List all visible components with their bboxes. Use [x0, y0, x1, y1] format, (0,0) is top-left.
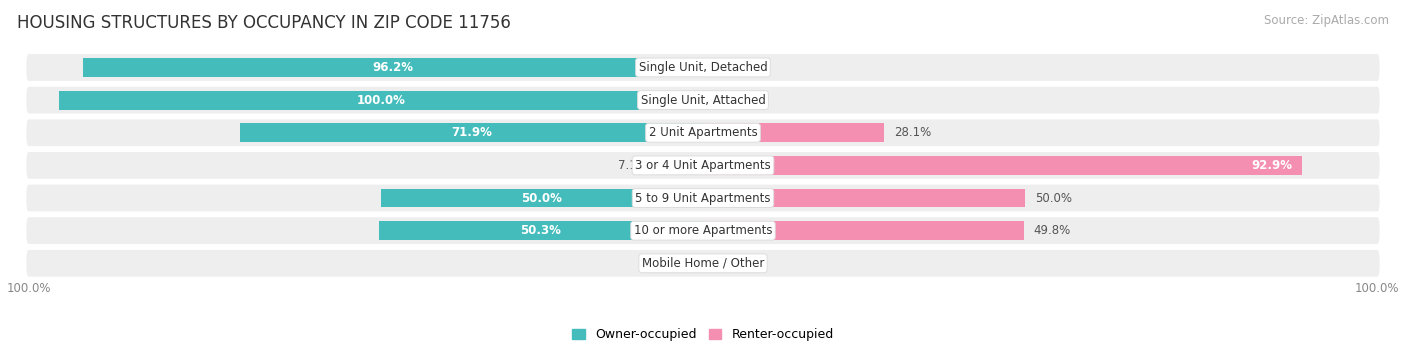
Text: Single Unit, Detached: Single Unit, Detached: [638, 61, 768, 74]
Text: 0.0%: 0.0%: [664, 257, 693, 270]
Text: 100.0%: 100.0%: [1354, 282, 1399, 295]
Bar: [703, 156, 1302, 175]
Text: HOUSING STRUCTURES BY OCCUPANCY IN ZIP CODE 11756: HOUSING STRUCTURES BY OCCUPANCY IN ZIP C…: [17, 14, 510, 32]
Text: 10 or more Apartments: 10 or more Apartments: [634, 224, 772, 237]
Text: 92.9%: 92.9%: [1251, 159, 1292, 172]
Bar: [657, 156, 703, 175]
Text: 71.9%: 71.9%: [451, 126, 492, 139]
Text: 50.0%: 50.0%: [522, 192, 562, 205]
Text: Mobile Home / Other: Mobile Home / Other: [641, 257, 765, 270]
Bar: [378, 221, 703, 240]
Legend: Owner-occupied, Renter-occupied: Owner-occupied, Renter-occupied: [568, 324, 838, 341]
Text: Source: ZipAtlas.com: Source: ZipAtlas.com: [1264, 14, 1389, 27]
FancyBboxPatch shape: [27, 184, 1379, 211]
Bar: [381, 189, 703, 207]
FancyBboxPatch shape: [27, 152, 1379, 179]
Bar: [703, 58, 727, 77]
Bar: [59, 91, 703, 109]
Bar: [703, 189, 1025, 207]
Text: 3.8%: 3.8%: [737, 61, 766, 74]
Bar: [703, 123, 884, 142]
Text: 5 to 9 Unit Apartments: 5 to 9 Unit Apartments: [636, 192, 770, 205]
Text: 100.0%: 100.0%: [356, 94, 405, 107]
Text: Single Unit, Attached: Single Unit, Attached: [641, 94, 765, 107]
Text: 50.3%: 50.3%: [520, 224, 561, 237]
Bar: [239, 123, 703, 142]
Text: 100.0%: 100.0%: [7, 282, 52, 295]
Text: 50.0%: 50.0%: [1035, 192, 1071, 205]
FancyBboxPatch shape: [27, 119, 1379, 146]
Bar: [83, 58, 703, 77]
Text: 49.8%: 49.8%: [1033, 224, 1071, 237]
Text: 7.1%: 7.1%: [617, 159, 648, 172]
Text: 0.0%: 0.0%: [713, 94, 742, 107]
FancyBboxPatch shape: [27, 250, 1379, 277]
Bar: [703, 221, 1024, 240]
FancyBboxPatch shape: [27, 87, 1379, 114]
Text: 96.2%: 96.2%: [373, 61, 413, 74]
FancyBboxPatch shape: [27, 54, 1379, 81]
Text: 3 or 4 Unit Apartments: 3 or 4 Unit Apartments: [636, 159, 770, 172]
FancyBboxPatch shape: [27, 217, 1379, 244]
Text: 0.0%: 0.0%: [713, 257, 742, 270]
Text: 2 Unit Apartments: 2 Unit Apartments: [648, 126, 758, 139]
Text: 28.1%: 28.1%: [894, 126, 931, 139]
